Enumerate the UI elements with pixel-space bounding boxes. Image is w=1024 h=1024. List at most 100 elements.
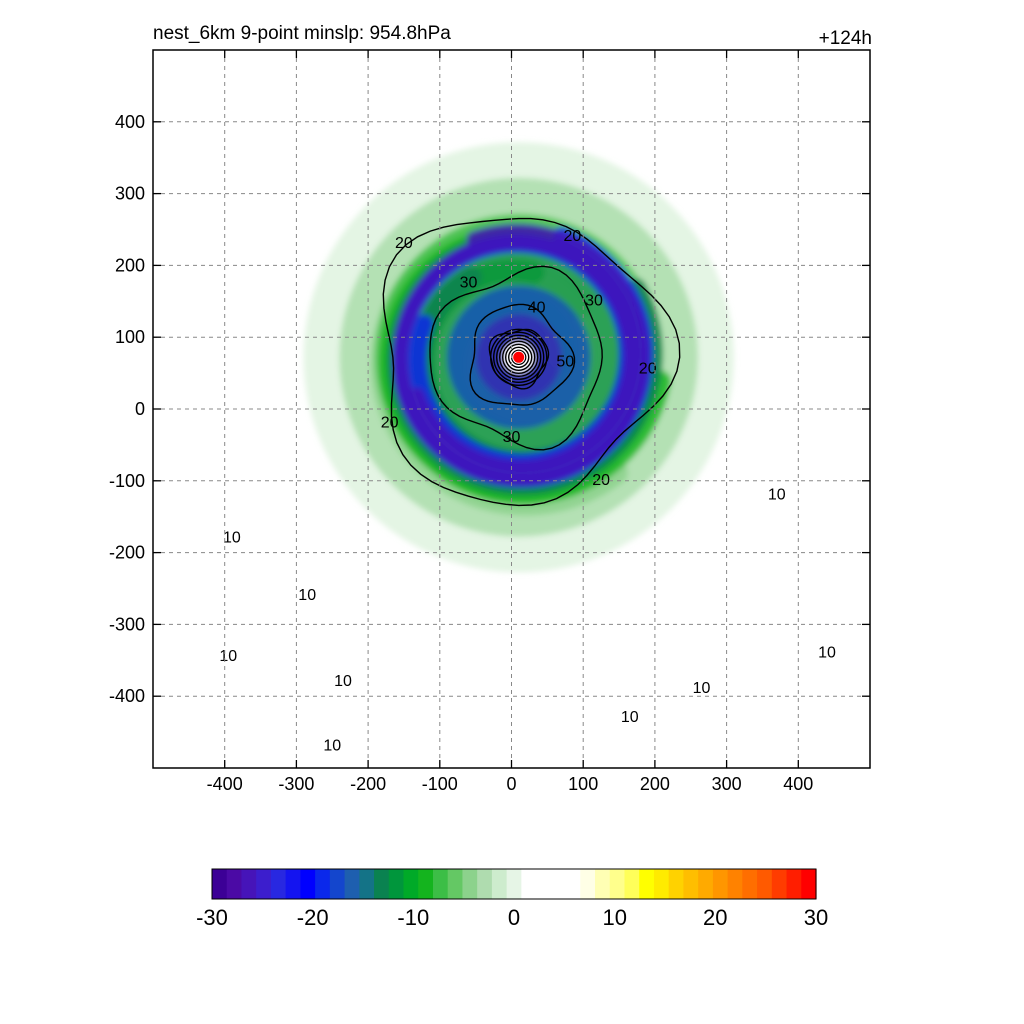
contour-label: 30 <box>460 275 478 292</box>
colorbar-swatch <box>521 869 537 899</box>
colorbar-swatch <box>241 869 257 899</box>
colorbar-swatch <box>757 869 773 899</box>
contour-label: 10 <box>621 709 639 726</box>
y-tick-label: -100 <box>109 471 145 491</box>
contour-ring-30 <box>429 265 603 451</box>
colorbar-swatch <box>609 869 626 899</box>
contour-label: 30 <box>585 293 603 310</box>
y-tick-label: -300 <box>109 614 145 634</box>
contour-label: 40 <box>528 300 546 317</box>
eyewall-contour <box>493 331 545 383</box>
eyewall-contour <box>505 343 533 371</box>
y-tick-label: -200 <box>109 543 145 563</box>
colorbar-tick-label: 0 <box>508 905 520 930</box>
contour-label: 10 <box>693 680 711 697</box>
colorbar-swatch <box>698 869 714 899</box>
contour-label: 10 <box>219 648 237 665</box>
contour-label: 20 <box>564 228 582 245</box>
colorbar-swatch <box>447 869 464 899</box>
contour-ring-20 <box>382 217 681 507</box>
y-tick-label: 300 <box>115 184 145 204</box>
colorbar-swatch <box>477 869 493 899</box>
chart-title: nest_6km 9-point minslp: 954.8hPa <box>153 23 451 44</box>
colorbar-swatch <box>668 869 685 899</box>
colorbar-swatch <box>727 869 743 899</box>
colorbar-swatch <box>212 869 228 899</box>
y-tick-label: 100 <box>115 327 145 347</box>
colorbar <box>211 868 817 900</box>
colorbar-tick-label: -30 <box>196 905 228 930</box>
colorbar-tick-label: 20 <box>703 905 727 930</box>
colorbar-swatch <box>639 869 655 899</box>
forecast-hour-label: +124h <box>819 28 872 49</box>
colorbar-swatch <box>300 869 316 899</box>
contour-ring-40 <box>469 303 576 406</box>
y-tick-label: 200 <box>115 255 145 275</box>
x-tick-label: -200 <box>350 774 386 794</box>
eyewall-contour <box>499 337 539 377</box>
x-tick-label: 200 <box>640 774 670 794</box>
colorbar-swatch <box>550 869 567 899</box>
colorbar-swatch <box>712 869 729 899</box>
eyewall-contour <box>490 328 548 386</box>
x-tick-label: -300 <box>278 774 314 794</box>
colorbar-swatch <box>374 869 390 899</box>
colorbar-swatch <box>226 869 243 899</box>
colorbar-swatch <box>344 869 360 899</box>
colorbar-frame <box>211 868 817 900</box>
colorbar-swatch <box>536 869 552 899</box>
colorbar-swatch <box>359 869 375 899</box>
y-tick-label: 400 <box>115 112 145 132</box>
colorbar-swatch <box>624 869 640 899</box>
contour-label: 10 <box>334 673 352 690</box>
contour-label: 10 <box>818 644 836 661</box>
colorbar-tick-label: -20 <box>297 905 329 930</box>
x-tick-label: 100 <box>568 774 598 794</box>
colorbar-swatch <box>653 869 670 899</box>
colorbar-swatch <box>270 869 287 899</box>
colorbar-swatch <box>801 869 817 899</box>
colorbar-swatch <box>315 869 331 899</box>
y-axis-ticks: 400 300 200 100 0 -100 -200 -300 -400 <box>109 112 870 706</box>
colorbar-swatch <box>565 869 581 899</box>
contour-label: 10 <box>298 587 316 604</box>
colorbar-swatch <box>432 869 449 899</box>
eyewall-contour <box>502 340 536 374</box>
colorbar-swatch <box>786 869 802 899</box>
contour-label: 20 <box>639 361 657 378</box>
contour-label: 20 <box>381 415 399 432</box>
colorbar-swatch <box>771 869 788 899</box>
eyewall-contour <box>508 346 530 368</box>
colorbar-swatch <box>403 869 419 899</box>
contour-label: 10 <box>223 529 241 546</box>
colorbar-tick-label: 10 <box>602 905 626 930</box>
x-tick-label: 300 <box>712 774 742 794</box>
colorbar-swatch <box>506 869 522 899</box>
colorbar-swatch <box>742 869 758 899</box>
colorbar-swatch <box>285 869 301 899</box>
x-tick-label: 0 <box>506 774 516 794</box>
y-tick-label: 0 <box>135 399 145 419</box>
storm-center-marker <box>512 350 526 364</box>
colorbar-swatch <box>329 869 346 899</box>
colorbar-swatch <box>256 869 272 899</box>
colorbar-swatch <box>491 869 508 899</box>
contour-label: 20 <box>395 235 413 252</box>
spiral-band-6 <box>392 223 650 487</box>
colorbar-swatch <box>388 869 405 899</box>
contour-label: 10 <box>323 738 341 755</box>
eyewall-contour <box>496 334 542 380</box>
colorbar-swatch <box>683 869 699 899</box>
x-axis-ticks: -400 -300 -200 -100 0 100 200 300 400 <box>207 50 813 794</box>
colorbar-swatch <box>595 869 611 899</box>
colorbar-swatch <box>418 869 434 899</box>
colorbar-swatch <box>462 869 478 899</box>
x-tick-label: -400 <box>207 774 243 794</box>
colorbar-tick-label: 30 <box>804 905 828 930</box>
contour-lines <box>382 217 681 507</box>
contour-label: 10 <box>768 486 786 503</box>
colorbar-tick-labels: -30 -20 -10 0 10 20 30 <box>196 905 828 930</box>
y-tick-label: -400 <box>109 686 145 706</box>
colorbar-tick-label: -10 <box>397 905 429 930</box>
